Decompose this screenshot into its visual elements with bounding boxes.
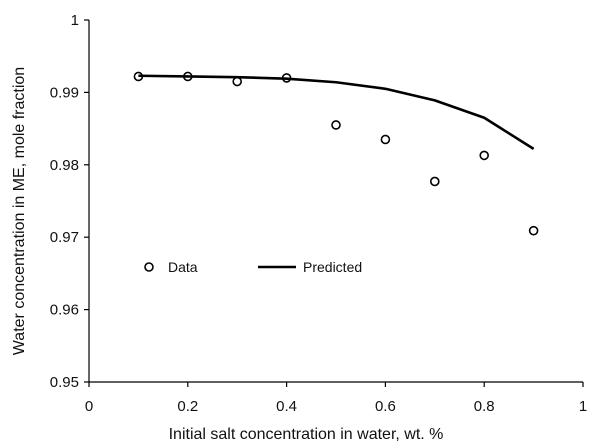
x-tick-label: 1 bbox=[579, 398, 587, 415]
data-point bbox=[479, 150, 490, 161]
y-tick-label: 0.95 bbox=[50, 374, 79, 391]
y-axis-title: Water concentration in ME, mole fraction bbox=[11, 67, 28, 355]
y-tick-label: 0.98 bbox=[50, 157, 79, 174]
legend-data-marker bbox=[144, 262, 154, 272]
data-point bbox=[380, 134, 391, 145]
y-tick-label: 1 bbox=[71, 12, 79, 29]
x-tick-label: 0.6 bbox=[375, 398, 396, 415]
x-tick-label: 0.4 bbox=[276, 398, 297, 415]
legend-data-label: Data bbox=[168, 259, 198, 275]
axes-layer: 0 0.2 0.4 0.6 0.8 1 0.95 0.96 0.97 0.98 0.99 1 Initi… bbox=[11, 12, 587, 443]
data-point bbox=[528, 225, 539, 236]
legend-layer: Data Predicted bbox=[144, 259, 362, 275]
data-point bbox=[232, 76, 242, 87]
legend-predicted-label: Predicted bbox=[303, 259, 362, 275]
x-tick-label: 0 bbox=[85, 398, 93, 415]
y-tick-label: 0.97 bbox=[50, 229, 79, 246]
predicted-line bbox=[138, 74, 535, 150]
y-tick-label: 0.99 bbox=[50, 84, 79, 101]
x-tick-label: 0.2 bbox=[177, 398, 198, 415]
series-layer bbox=[133, 71, 539, 236]
x-axis-title: Initial salt concentration in water, wt.… bbox=[169, 426, 444, 443]
x-tick-label: 0.8 bbox=[474, 398, 495, 415]
y-tick-label: 0.96 bbox=[50, 302, 79, 319]
data-point bbox=[429, 176, 440, 187]
data-point bbox=[331, 120, 341, 130]
